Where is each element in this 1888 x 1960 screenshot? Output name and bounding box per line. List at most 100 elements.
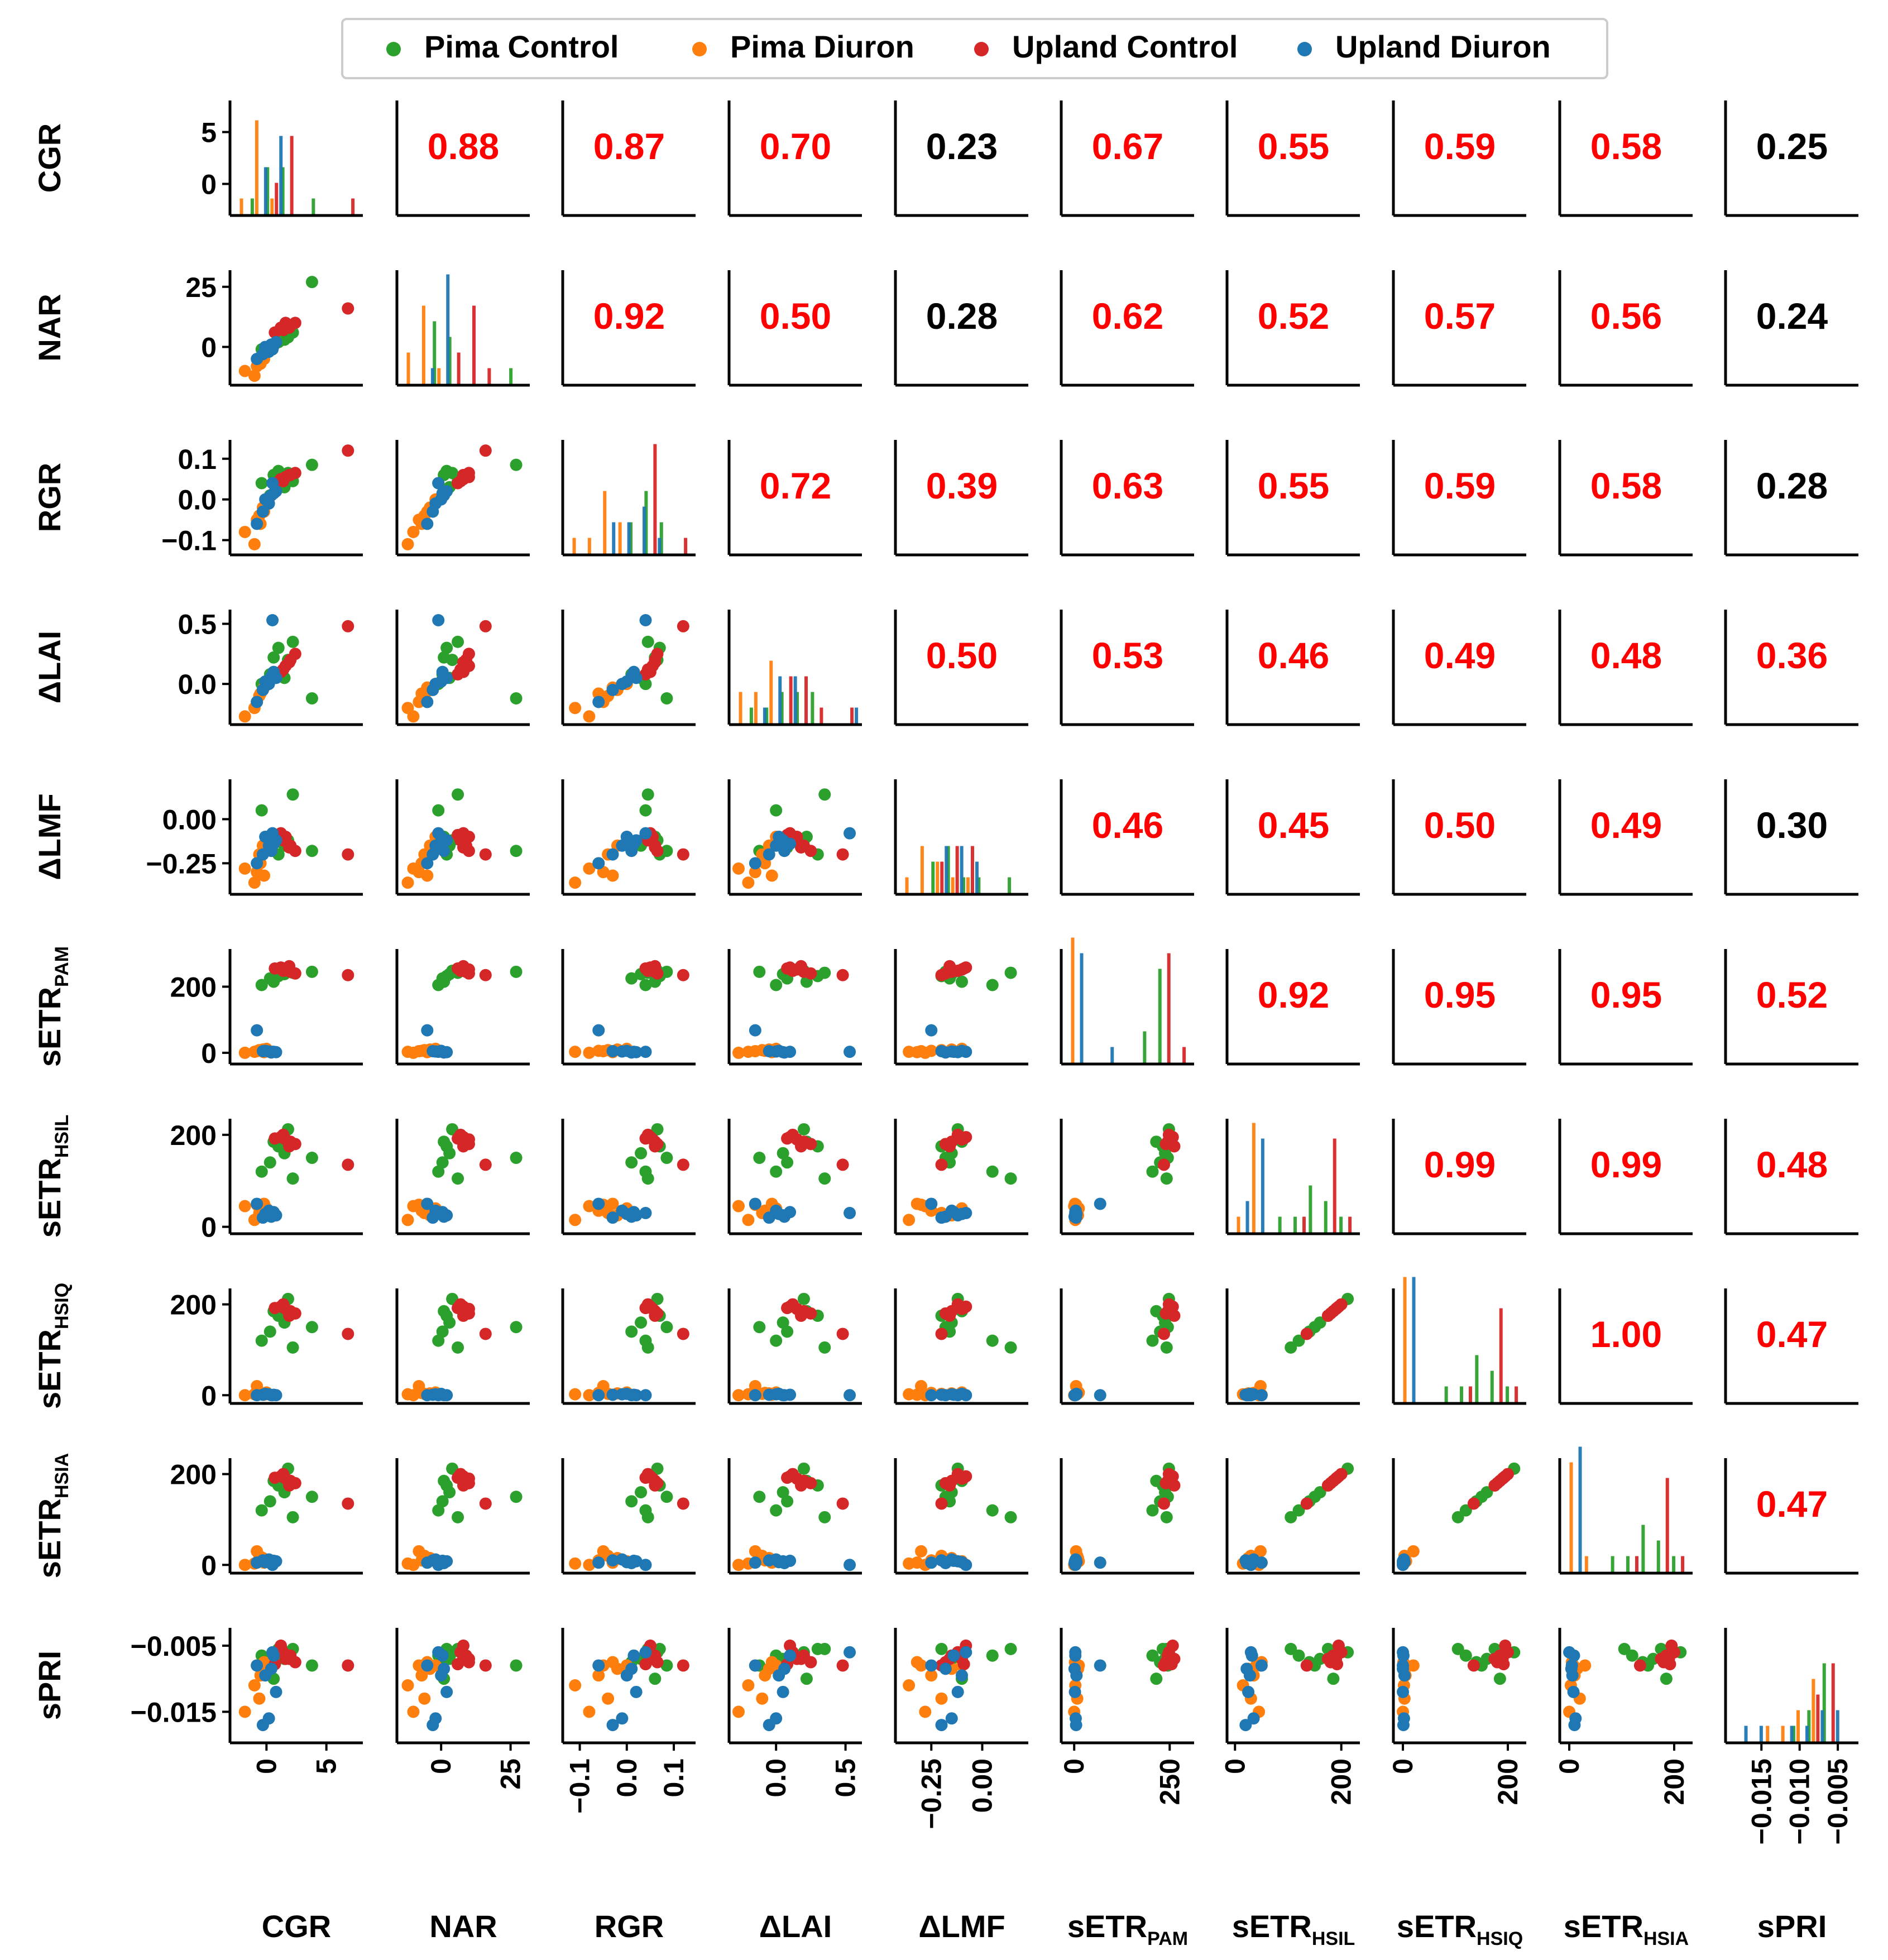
x-tick-label: 0.1	[658, 1758, 689, 1798]
histogram-bar	[1569, 1462, 1573, 1572]
histogram-bar	[1302, 1216, 1306, 1233]
histogram-bar	[406, 352, 410, 384]
legend-entry-pima-diuron: Pima Diuron	[692, 29, 914, 64]
scatter-point	[452, 828, 464, 841]
column-label-text: sETR	[1397, 1909, 1477, 1944]
histogram-bar	[1820, 1710, 1824, 1742]
scatter-point	[443, 1316, 456, 1329]
scatter-point	[342, 1659, 354, 1672]
scatter-point	[784, 1388, 797, 1401]
histogram-bar	[1635, 1556, 1638, 1572]
panel-r6-c2	[561, 1119, 696, 1235]
histogram-bar	[275, 183, 279, 214]
panel-r0-c2: 0.87	[561, 100, 696, 217]
scatter-point	[269, 1472, 281, 1484]
column-label-text: sETR	[1232, 1909, 1312, 1944]
histogram-bar	[472, 305, 476, 384]
panel-r1-c6: 0.52	[1225, 270, 1360, 387]
x-tick-label: −0.010	[1784, 1758, 1815, 1844]
row-label-text: ΔLMF	[32, 793, 67, 880]
histogram-bar	[769, 660, 773, 723]
row-label-text: CGR	[32, 123, 67, 193]
scatter-point	[1160, 1511, 1173, 1523]
histogram-bar	[1790, 1726, 1794, 1742]
panel-r2-c2	[561, 440, 696, 557]
histogram-bar	[312, 198, 315, 214]
panel-r2-c5: 0.63	[1060, 440, 1194, 557]
scatter-point	[742, 1214, 755, 1226]
scatter-point	[627, 1388, 640, 1401]
x-tick-label: 0	[425, 1758, 457, 1774]
scatter-point	[960, 1646, 972, 1659]
correlation-value: 0.67	[1092, 126, 1163, 167]
histogram-bar	[421, 305, 425, 384]
scatter-point	[625, 1156, 638, 1169]
scatter-point	[925, 1669, 938, 1682]
scatter-point	[267, 339, 280, 352]
scatter-point	[639, 1646, 652, 1659]
x-tick-label: −0.25	[916, 1758, 947, 1829]
scatter-point	[1488, 1479, 1501, 1492]
histogram-bar	[684, 538, 688, 554]
histogram-bar	[920, 846, 924, 893]
histogram-bar	[659, 522, 663, 554]
scatter-point	[957, 1472, 970, 1484]
y-tick-label: 5	[201, 117, 217, 148]
column-label-text: sPRI	[1757, 1909, 1827, 1944]
histogram-bar	[255, 120, 258, 214]
scatter-point	[1004, 966, 1017, 979]
scatter-point	[784, 1554, 797, 1567]
histogram-bar	[971, 846, 974, 893]
scatter-point	[625, 972, 638, 985]
scatter-point	[1245, 1554, 1258, 1567]
scatter-point	[935, 1692, 948, 1705]
scatter-point	[911, 1388, 923, 1401]
panel-r3-c9: 0.36	[1724, 610, 1858, 726]
panel-r8-c1	[395, 1458, 530, 1575]
scatter-point	[1397, 1649, 1410, 1662]
panel-r1-c5: 0.62	[1060, 270, 1194, 387]
scatter-point	[753, 965, 766, 978]
scatter-point	[401, 1557, 414, 1570]
scatter-point	[1300, 1659, 1313, 1672]
correlation-value: 0.58	[1590, 465, 1662, 506]
scatter-point	[342, 1158, 354, 1171]
scatter-point	[925, 1197, 938, 1210]
scatter-point	[627, 1206, 640, 1219]
histogram-bar	[820, 707, 823, 723]
correlation-value: 0.28	[1756, 465, 1828, 506]
panel-r0-c8: 0.58	[1558, 100, 1693, 217]
correlation-value: 0.95	[1590, 974, 1662, 1015]
scatter-point	[1165, 1658, 1178, 1671]
row-label-NAR: NAR	[32, 294, 67, 361]
scatter-point	[1146, 1504, 1159, 1517]
scatter-point	[943, 960, 956, 972]
histogram-bar	[290, 136, 294, 214]
correlation-value: 0.46	[1092, 804, 1163, 846]
scatter-point	[255, 477, 268, 490]
scatter-point	[421, 857, 434, 870]
panel-r8-c8	[1558, 1446, 1693, 1575]
panel-r1-c1	[395, 270, 530, 387]
scatter-point	[401, 702, 414, 715]
panel-r3-c1	[395, 610, 530, 726]
scatter-point	[777, 1147, 789, 1159]
scatter-point	[272, 641, 285, 654]
histogram-bar	[1836, 1710, 1839, 1742]
scatter-point	[452, 962, 464, 975]
scatter-point	[269, 1302, 281, 1315]
scatter-point	[592, 1669, 605, 1682]
row-label-text: sETR	[32, 1498, 67, 1578]
scatter-point	[639, 1206, 652, 1219]
y-tick-label: 200	[170, 1120, 217, 1151]
correlation-value: 0.92	[1258, 974, 1329, 1015]
scatter-point	[583, 1389, 596, 1402]
scatter-point	[436, 1388, 449, 1401]
column-label-sPRI: sPRI	[1757, 1909, 1827, 1944]
correlation-value: 0.52	[1756, 974, 1828, 1015]
histogram-bar	[1781, 1726, 1785, 1742]
scatter-point	[1146, 1334, 1159, 1347]
scatter-point	[1321, 1309, 1334, 1322]
scatter-point	[479, 1158, 492, 1171]
